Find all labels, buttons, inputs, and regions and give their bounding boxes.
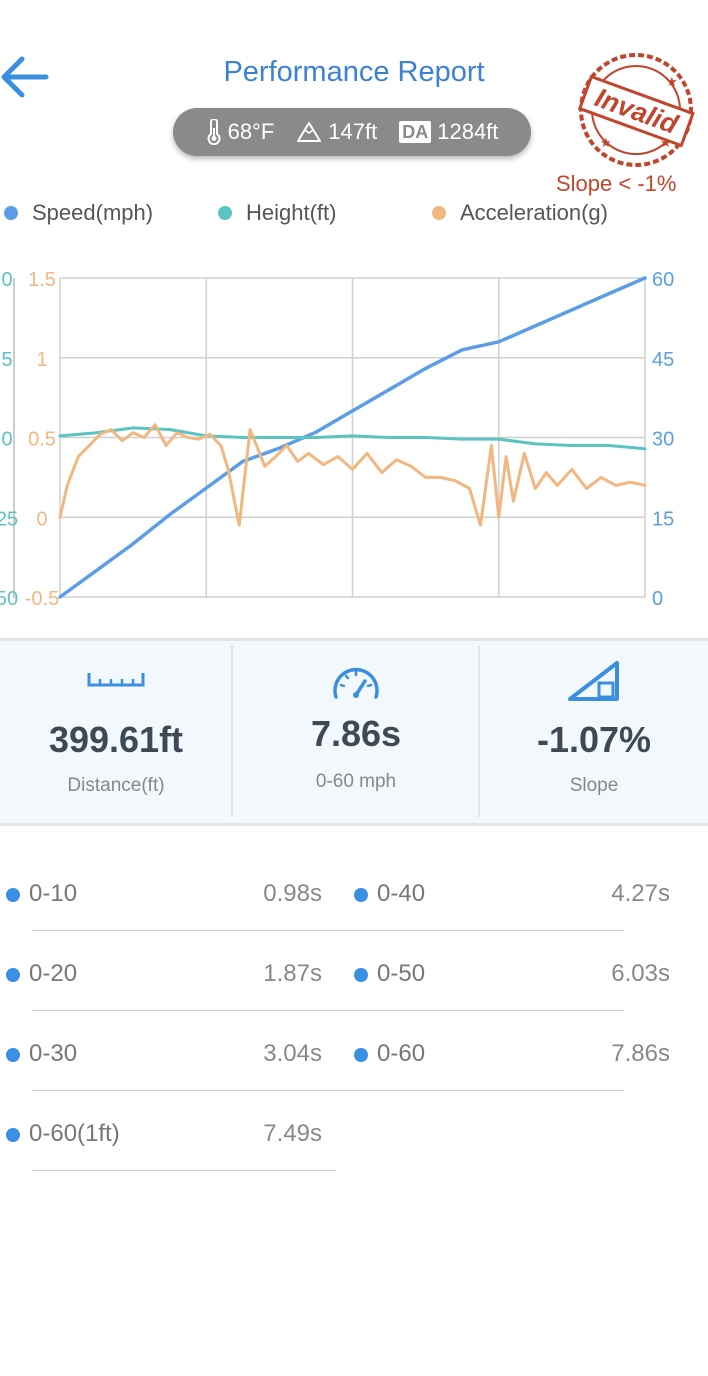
split-dot bbox=[6, 888, 20, 902]
page-title: Performance Report bbox=[223, 56, 485, 88]
split-name-0-20: 0-20 bbox=[29, 960, 78, 987]
speed-tick-label: 30 bbox=[652, 429, 674, 451]
legend-height-dot bbox=[218, 206, 232, 220]
legend-acceleration-label: Acceleration(g) bbox=[460, 200, 608, 225]
altitude-value: 147ft bbox=[328, 119, 378, 144]
legend-height-label: Height(ft) bbox=[246, 200, 337, 225]
split-divider bbox=[32, 1090, 624, 1091]
stat-divider bbox=[478, 645, 480, 817]
split-dot bbox=[354, 968, 368, 982]
split-name-0-10: 0-10 bbox=[29, 880, 78, 907]
stats-panel: 399.61ft Distance(ft) 7.86s 0-60 mph -1.… bbox=[0, 638, 708, 826]
split-divider bbox=[32, 1010, 624, 1011]
stamp-text: Invalid bbox=[591, 82, 682, 140]
thermometer-icon bbox=[207, 119, 221, 145]
altitude-item: 147ft bbox=[296, 119, 377, 145]
stat-zero-sixty: 7.86s 0-60 mph bbox=[233, 641, 479, 817]
speed-series-line bbox=[58, 276, 647, 599]
conditions-bar: 68°F 147ft DA 1284ft bbox=[173, 108, 531, 156]
svg-text:★: ★ bbox=[600, 135, 612, 150]
split-name-0-30: 0-30 bbox=[29, 1040, 78, 1067]
legend-height[interactable]: Height(ft) bbox=[218, 200, 336, 226]
slope-icon bbox=[568, 661, 619, 701]
split-name-0-60-1ft: 0-60(1ft) bbox=[29, 1120, 120, 1147]
split-time-0-40: 4.27s bbox=[611, 880, 670, 907]
split-dot bbox=[354, 1048, 368, 1062]
height-tick-label: 0 bbox=[1, 429, 12, 451]
split-times-list: 0-10 0.98s 0-40 4.27s 0-20 1.87s 0-50 6.… bbox=[0, 862, 708, 1192]
zero-sixty-value: 7.86s bbox=[310, 713, 402, 754]
distance-value: 399.61ft bbox=[48, 719, 184, 760]
split-dot bbox=[6, 968, 20, 982]
legend-acceleration-dot bbox=[432, 206, 446, 220]
split-dot bbox=[6, 1048, 20, 1062]
speed-tick-label: 60 bbox=[652, 269, 674, 291]
stat-divider bbox=[231, 645, 233, 817]
speed-tick-label: 45 bbox=[652, 349, 674, 371]
split-name-0-40: 0-40 bbox=[377, 880, 426, 907]
temperature-value: 68°F bbox=[227, 119, 275, 144]
split-dot bbox=[354, 888, 368, 902]
height-tick-label: 50 bbox=[0, 588, 18, 610]
speed-tick-label: 15 bbox=[652, 508, 674, 530]
zero-sixty-label: 0-60 mph bbox=[315, 771, 397, 792]
acceleration-tick-label: 0.5 bbox=[28, 429, 56, 451]
legend-acceleration[interactable]: Acceleration(g) bbox=[432, 200, 608, 226]
split-name-0-50: 0-50 bbox=[377, 960, 426, 987]
legend-speed-label: Speed(mph) bbox=[32, 200, 154, 225]
acceleration-series-line bbox=[58, 423, 647, 527]
slope-value: -1.07% bbox=[536, 719, 652, 760]
split-time-0-60: 7.86s bbox=[611, 1040, 670, 1067]
legend-speed-dot bbox=[4, 206, 18, 220]
legend-speed[interactable]: Speed(mph) bbox=[4, 200, 153, 226]
split-time-0-50: 6.03s bbox=[611, 960, 670, 987]
height-tick-label: 5 bbox=[1, 349, 12, 371]
acceleration-tick-label: 1.5 bbox=[28, 269, 56, 291]
distance-label: Distance(ft) bbox=[67, 775, 165, 796]
svg-text:★: ★ bbox=[660, 135, 672, 150]
split-time-0-20: 1.87s bbox=[263, 960, 322, 987]
stat-slope: -1.07% Slope bbox=[480, 641, 708, 817]
back-button[interactable] bbox=[0, 50, 60, 105]
svg-text:★: ★ bbox=[666, 74, 678, 89]
speed-tick-label: 0 bbox=[652, 588, 663, 610]
ruler-icon bbox=[87, 673, 145, 687]
slope-warning: Slope < -1% bbox=[556, 171, 677, 196]
split-time-0-60-1ft: 7.49s bbox=[263, 1120, 322, 1147]
density-altitude-item: DA 1284ft bbox=[399, 119, 498, 145]
split-time-0-10: 0.98s bbox=[263, 880, 322, 907]
height-tick-label: 0 bbox=[1, 269, 12, 291]
split-divider bbox=[32, 930, 624, 931]
chart-grid bbox=[59, 277, 646, 598]
back-arrow-icon bbox=[1, 56, 49, 98]
height-tick-label: 25 bbox=[0, 508, 18, 530]
mountain-icon bbox=[297, 122, 322, 142]
split-time-0-30: 3.04s bbox=[263, 1040, 322, 1067]
speedometer-icon bbox=[333, 667, 379, 699]
stat-distance: 399.61ft Distance(ft) bbox=[0, 641, 232, 817]
density-altitude-badge: DA bbox=[399, 121, 432, 143]
temperature-item: 68°F bbox=[206, 119, 275, 145]
split-divider bbox=[32, 1170, 336, 1171]
acceleration-tick-label: 1 bbox=[36, 349, 47, 371]
split-dot bbox=[6, 1128, 20, 1142]
density-altitude-value: 1284ft bbox=[437, 119, 499, 144]
acceleration-tick-label: 0 bbox=[36, 508, 47, 530]
invalid-stamp: ★ ★ ★ ★ Invalid bbox=[577, 53, 695, 167]
slope-label: Slope bbox=[569, 775, 619, 796]
split-name-0-60: 0-60 bbox=[377, 1040, 426, 1067]
acceleration-tick-label: -0.5 bbox=[25, 588, 59, 610]
